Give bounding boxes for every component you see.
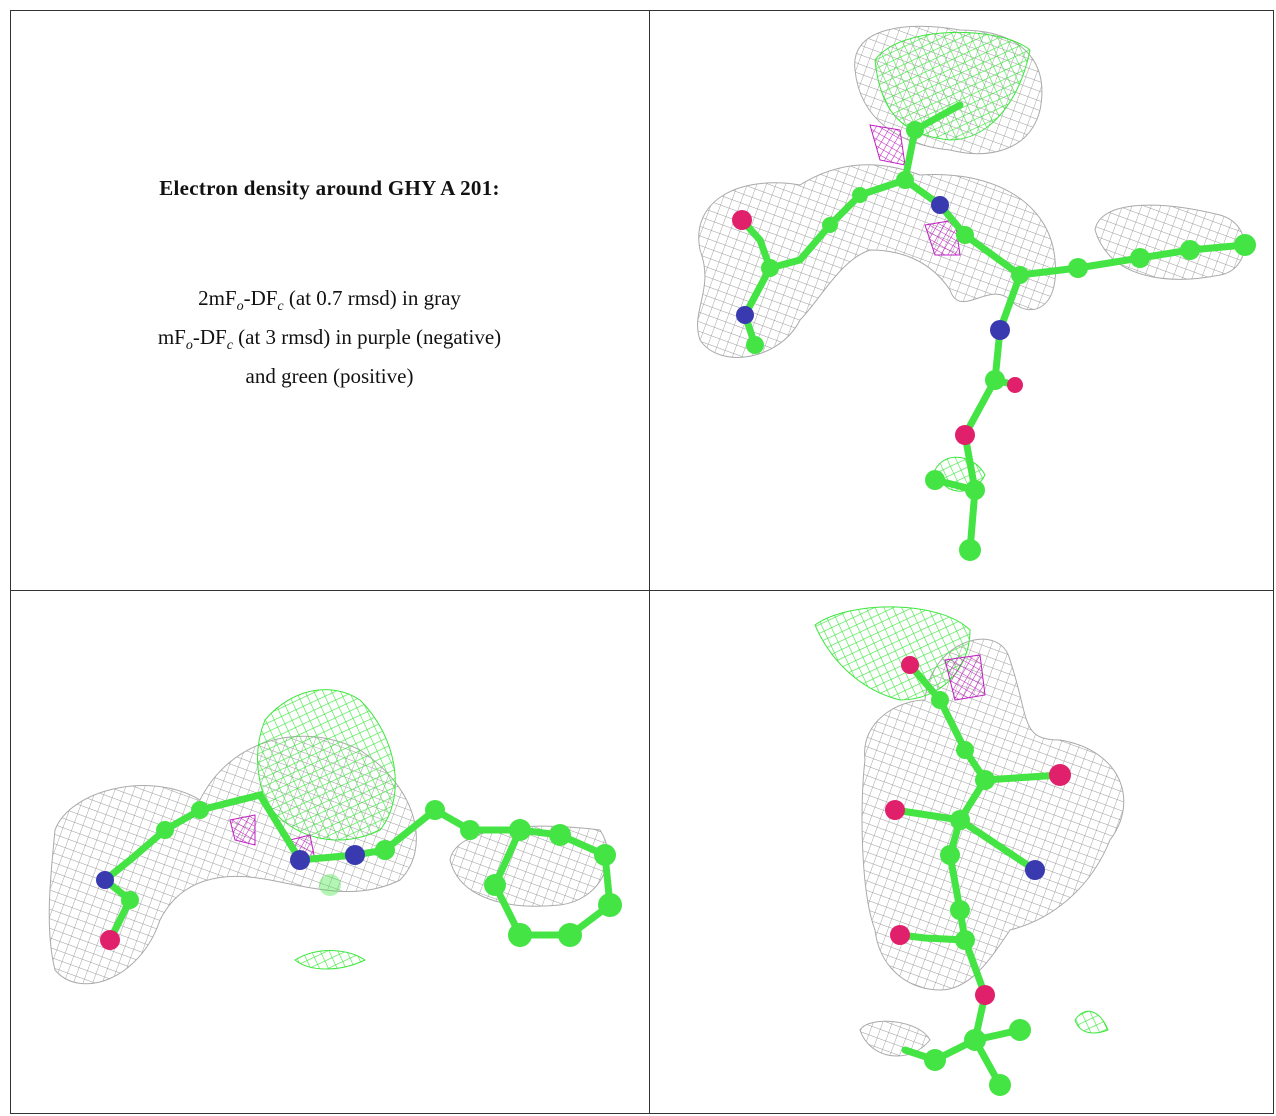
- caption-title: Electron density around GHY A 201:: [11, 176, 648, 201]
- caption-text: 2mF: [198, 286, 237, 310]
- subscript: o: [237, 299, 244, 314]
- caption-cell: Electron density around GHY A 201: 2mFo-…: [11, 11, 648, 589]
- caption-text: and green (positive): [246, 364, 414, 388]
- caption-text: (at 3 rmsd) in purple (negative): [233, 325, 501, 349]
- caption-text: -DF: [193, 325, 227, 349]
- density-view-3: [815, 607, 1124, 1096]
- caption-text: mF: [158, 325, 186, 349]
- caption-line: and green (positive): [11, 361, 648, 391]
- figure: Electron density around GHY A 201: 2mFo-…: [0, 0, 1276, 1116]
- caption-line: mFo-DFc (at 3 rmsd) in purple (negative): [11, 322, 648, 361]
- density-view-2: [49, 690, 622, 984]
- caption-line: 2mFo-DFc (at 0.7 rmsd) in gray: [11, 283, 648, 322]
- caption-text: -DF: [244, 286, 278, 310]
- subscript: o: [186, 338, 193, 353]
- density-view-1: [698, 26, 1256, 561]
- caption-text: (at 0.7 rmsd) in gray: [284, 286, 461, 310]
